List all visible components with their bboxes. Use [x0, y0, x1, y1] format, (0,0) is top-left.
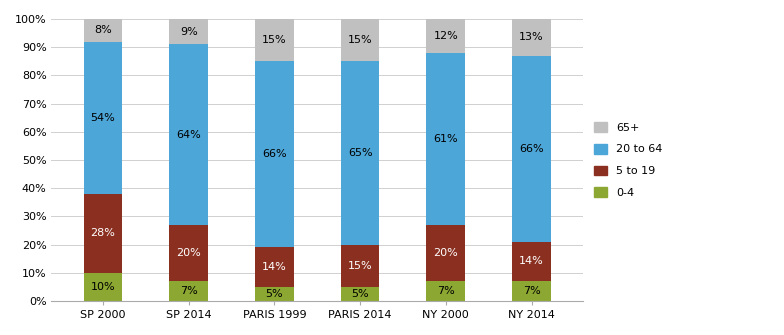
Text: 61%: 61%: [434, 134, 458, 144]
Text: 7%: 7%: [523, 286, 540, 296]
Text: 66%: 66%: [519, 144, 544, 154]
Bar: [255, 287, 294, 301]
Text: 66%: 66%: [262, 149, 287, 159]
Bar: [84, 194, 122, 273]
Bar: [84, 19, 122, 42]
Bar: [84, 42, 122, 194]
Text: 7%: 7%: [180, 286, 198, 296]
Text: 15%: 15%: [262, 35, 287, 45]
Bar: [426, 19, 465, 53]
Bar: [426, 281, 465, 301]
Bar: [255, 61, 294, 248]
Bar: [512, 19, 551, 56]
Text: 54%: 54%: [90, 113, 115, 123]
Bar: [341, 19, 379, 61]
Text: 10%: 10%: [91, 282, 115, 292]
Bar: [512, 242, 551, 281]
Text: 5%: 5%: [351, 289, 369, 299]
Bar: [169, 44, 208, 225]
Text: 13%: 13%: [519, 32, 544, 42]
Text: 65%: 65%: [348, 148, 372, 158]
Text: 28%: 28%: [90, 228, 115, 238]
Bar: [255, 19, 294, 61]
Text: 64%: 64%: [176, 130, 201, 140]
Bar: [341, 61, 379, 245]
Text: 8%: 8%: [94, 25, 112, 35]
Bar: [255, 248, 294, 287]
Text: 9%: 9%: [180, 27, 198, 37]
Text: 20%: 20%: [434, 248, 458, 258]
Bar: [341, 245, 379, 287]
Bar: [341, 287, 379, 301]
Bar: [169, 225, 208, 281]
Legend: 65+, 20 to 64, 5 to 19, 0-4: 65+, 20 to 64, 5 to 19, 0-4: [593, 122, 662, 198]
Bar: [169, 19, 208, 44]
Bar: [169, 281, 208, 301]
Text: 15%: 15%: [348, 35, 372, 45]
Text: 5%: 5%: [266, 289, 283, 299]
Text: 12%: 12%: [434, 31, 458, 41]
Text: 20%: 20%: [176, 248, 201, 258]
Text: 7%: 7%: [437, 286, 455, 296]
Bar: [512, 56, 551, 242]
Bar: [426, 225, 465, 281]
Bar: [426, 53, 465, 225]
Text: 14%: 14%: [262, 262, 287, 272]
Text: 15%: 15%: [348, 261, 372, 271]
Text: 14%: 14%: [519, 257, 544, 267]
Bar: [84, 273, 122, 301]
Bar: [512, 281, 551, 301]
